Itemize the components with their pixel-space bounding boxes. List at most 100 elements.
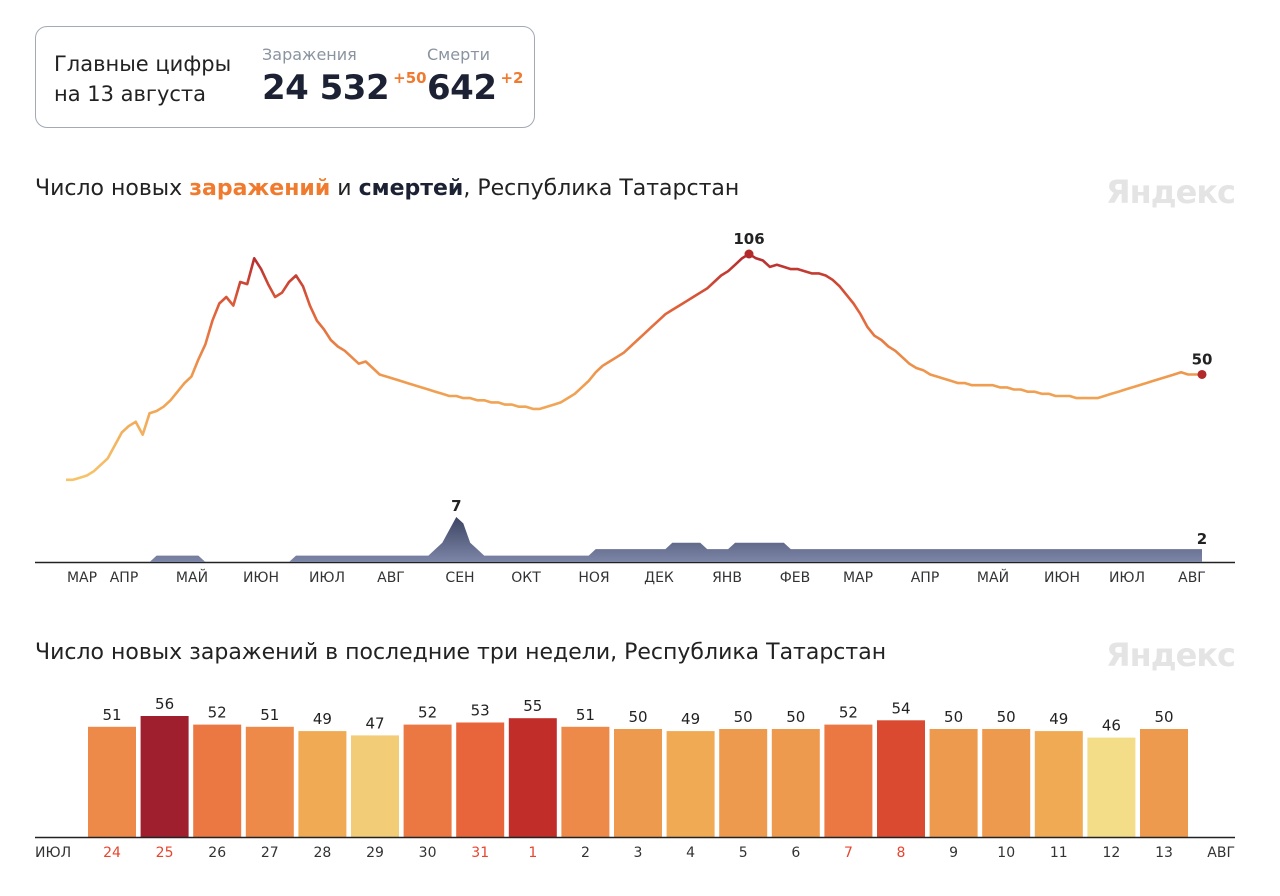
- bar: [929, 729, 978, 837]
- x-category-label: 12: [1102, 845, 1120, 861]
- bar-value-label: 50: [1154, 708, 1173, 726]
- bar-value-label: 51: [102, 706, 121, 724]
- x-tick-label: МАР: [843, 570, 873, 586]
- x-category-label: 25: [156, 845, 174, 861]
- chart1-title-deaths: смертей: [358, 176, 464, 201]
- bar: [403, 724, 452, 837]
- bar-value-label: 56: [155, 695, 174, 713]
- infections-last-marker: [1197, 369, 1207, 379]
- bar-value-label: 50: [786, 708, 805, 726]
- x-tick-label: АПР: [110, 570, 139, 586]
- x-category-label: 28: [313, 845, 331, 861]
- chart2-title: Число новых заражений в последние три не…: [35, 640, 887, 665]
- chart1-title-infections: заражений: [189, 176, 331, 201]
- bar-value-label: 51: [576, 706, 595, 724]
- x-category-label: 5: [739, 845, 748, 861]
- deaths-last-label: 2: [1197, 530, 1207, 548]
- x-category-label: 11: [1050, 845, 1068, 861]
- bar-value-label: 55: [523, 697, 542, 715]
- x-category-label: 31: [471, 845, 489, 861]
- bar: [877, 720, 925, 837]
- yandex-logo-2: Яндекс: [1106, 636, 1236, 674]
- bar: [88, 726, 136, 837]
- bar-value-label: 49: [1049, 710, 1068, 728]
- x-category-label: 4: [686, 845, 695, 861]
- chart1-title: Число новых заражений и смертей, Республ…: [35, 176, 739, 201]
- infections-kpi: Заражения 24 532 +50: [262, 45, 427, 108]
- bar: [245, 726, 294, 837]
- x-tick-label: МАР: [67, 570, 97, 586]
- bar: [1087, 737, 1136, 837]
- bar: [1034, 731, 1083, 837]
- x-tick-label: АВГ: [1178, 570, 1206, 586]
- x-category-label: 29: [366, 845, 384, 861]
- bar-value-label: 51: [260, 706, 279, 724]
- bar: [298, 731, 347, 837]
- x-category-label: 2: [581, 845, 590, 861]
- x-category-label: 24: [103, 845, 121, 861]
- infections-label: Заражения: [262, 45, 357, 64]
- x-tick-label: ФЕВ: [780, 570, 811, 586]
- bar: [1140, 729, 1188, 837]
- bar: [193, 724, 242, 837]
- deaths-area: [66, 517, 1202, 562]
- yandex-logo-1: Яндекс: [1106, 173, 1236, 211]
- infections-last-label: 50: [1192, 350, 1213, 368]
- infections-line: [66, 252, 1202, 482]
- x-category-label: 26: [208, 845, 226, 861]
- bar-value-label: 53: [471, 702, 490, 720]
- bar: [456, 722, 505, 837]
- bar: [140, 716, 189, 837]
- bar-value-label: 50: [734, 708, 753, 726]
- month-start-label: ИЮЛ: [35, 845, 71, 861]
- x-tick-label: ИЮЛ: [1109, 570, 1145, 586]
- x-tick-label: МАЙ: [176, 568, 208, 586]
- x-tick-label: ИЮН: [1044, 570, 1080, 586]
- deaths-label: Смерти: [427, 45, 490, 64]
- x-tick-label: АВГ: [377, 570, 405, 586]
- bar: [771, 729, 820, 837]
- month-end-label: АВГ: [1207, 845, 1235, 861]
- three-weeks-bar-chart: 5124562552265127492847295230533155151250…: [35, 695, 1235, 861]
- bar: [982, 729, 1031, 837]
- deaths-kpi: Смерти 642 +2: [427, 45, 524, 108]
- x-category-label: 13: [1155, 845, 1173, 861]
- chart1-title-middle: и: [330, 176, 359, 201]
- x-tick-label: МАЙ: [977, 568, 1009, 586]
- bar-value-label: 52: [418, 704, 437, 722]
- bar: [508, 718, 557, 837]
- x-tick-label: ОКТ: [511, 570, 541, 586]
- infections-peak-marker: [744, 249, 754, 259]
- x-tick-label: ДЕК: [644, 570, 674, 586]
- bar-value-label: 52: [839, 704, 858, 722]
- bar: [666, 731, 715, 837]
- x-tick-label: ИЮЛ: [309, 570, 345, 586]
- chart1-title-prefix: Число новых: [35, 176, 190, 201]
- bar-value-label: 52: [208, 704, 227, 722]
- infections-value: 24 532: [262, 68, 390, 108]
- x-tick-label: СЕН: [445, 570, 474, 586]
- bar-value-label: 46: [1102, 717, 1121, 735]
- bar: [351, 735, 399, 837]
- bar: [719, 729, 768, 837]
- bar: [824, 724, 873, 837]
- summary-title: Главные цифры на 13 августа: [54, 52, 232, 106]
- chart1-title-suffix: , Республика Татарстан: [463, 176, 740, 201]
- infections-deaths-chart: 106 50 7 2 МАР АПР МАЙ ИЮН ИЮЛ АВГ СЕН ОКТ НОЯ ДЕК ЯНВ…: [35, 230, 1235, 586]
- x-category-label: 3: [634, 845, 643, 861]
- x-tick-label: АПР: [911, 570, 940, 586]
- x-category-label: 7: [844, 845, 853, 861]
- infections-peak-label: 106: [733, 230, 764, 248]
- deaths-value: 642: [427, 68, 497, 108]
- bar-value-label: 50: [997, 708, 1016, 726]
- summary-card: Главные цифры на 13 августа Заражения 24…: [35, 26, 535, 128]
- x-tick-label: ЯНВ: [712, 570, 742, 586]
- x-tick-label: НОЯ: [578, 570, 609, 586]
- x-category-label: 1: [528, 845, 537, 861]
- bar: [614, 729, 662, 837]
- bar-value-label: 49: [681, 710, 700, 728]
- bar-value-label: 50: [944, 708, 963, 726]
- x-category-label: 27: [261, 845, 279, 861]
- deaths-delta: +2: [500, 69, 524, 87]
